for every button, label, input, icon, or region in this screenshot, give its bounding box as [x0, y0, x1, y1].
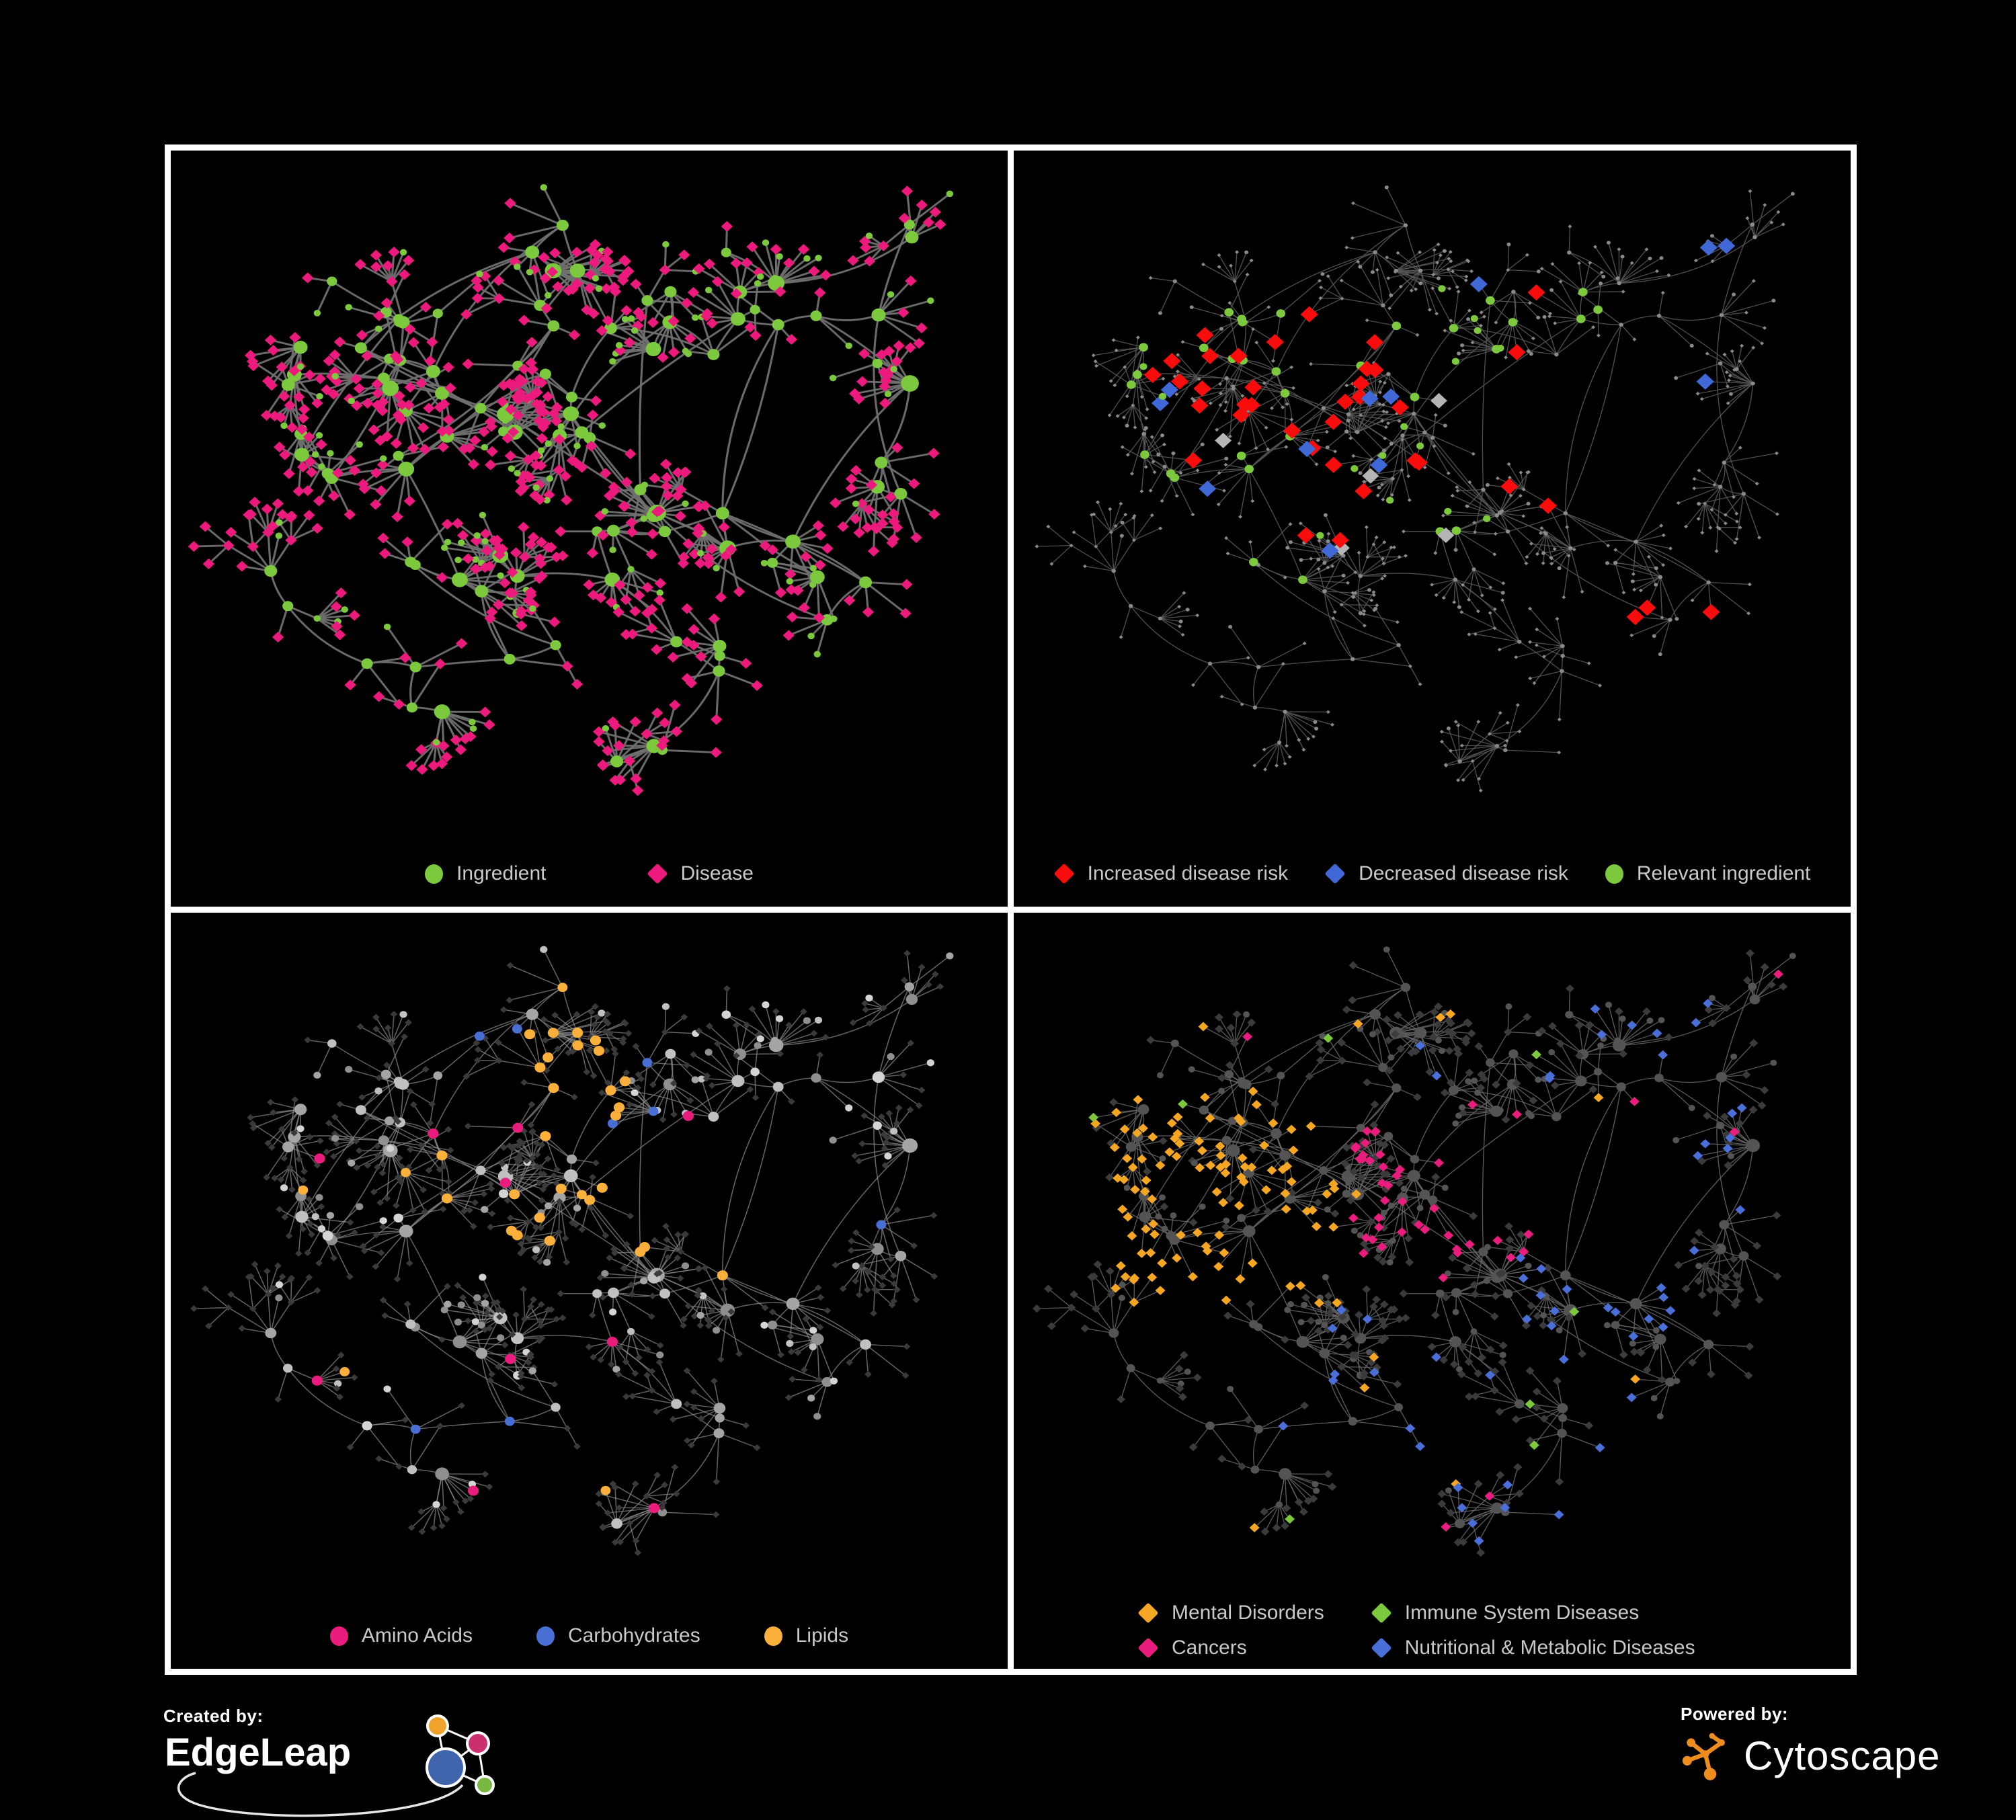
network-canvas — [171, 913, 1008, 1594]
legend-item: Immune System Diseases — [1371, 1602, 1695, 1624]
network-canvas — [1014, 151, 1851, 831]
legend-item: Relevant ingredient — [1605, 862, 1811, 885]
legend: Amino Acids Carbohydrates Lipids — [171, 1624, 1008, 1647]
legend-item: Disease — [647, 862, 754, 885]
panel-ingredient-disease-network: Ingredient Disease — [165, 144, 1014, 913]
panel-macronutrient-network: Amino Acids Carbohydrates Lipids — [165, 907, 1014, 1675]
legend-label: Lipids — [796, 1624, 848, 1647]
legend-label: Increased disease risk — [1088, 862, 1288, 885]
edgeleap-credit: Created by: EdgeLeap — [163, 1706, 526, 1820]
legend-label: Disease — [681, 862, 754, 885]
legend-swatch-circle — [1605, 864, 1623, 884]
legend-swatch-circle — [425, 864, 443, 884]
legend-label: Ingredient — [456, 862, 546, 885]
legend-swatch-diamond — [647, 863, 668, 884]
powered-by-label: Powered by: — [1681, 1704, 1990, 1725]
legend-swatch-diamond — [1053, 863, 1074, 884]
legend-item: Nutritional & Metabolic Diseases — [1371, 1637, 1695, 1659]
legend-item: Ingredient — [425, 862, 546, 885]
legend-item: Carbohydrates — [536, 1624, 700, 1647]
legend-swatch-diamond — [1371, 1602, 1392, 1623]
network-canvas — [171, 151, 1008, 831]
legend-swatch-diamond — [1325, 863, 1346, 884]
network-canvas — [1014, 913, 1851, 1594]
legend-swatch-diamond — [1371, 1637, 1392, 1658]
legend-item: Mental Disorders — [1138, 1602, 1324, 1624]
legend-swatch-diamond — [1137, 1602, 1158, 1623]
legend-item: Amino Acids — [330, 1624, 473, 1647]
legend-label: Mental Disorders — [1172, 1602, 1324, 1624]
legend: Increased disease risk Decreased disease … — [1014, 862, 1851, 885]
panel-disease-category-network: Mental Disorders Immune System Diseases Ca… — [1008, 907, 1857, 1675]
legend-item: Decreased disease risk — [1325, 862, 1568, 885]
legend-label: Decreased disease risk — [1359, 862, 1568, 885]
legend-item: Lipids — [764, 1624, 848, 1647]
edgeleap-logo-text: EdgeLeap — [165, 1730, 351, 1775]
legend-swatch-circle — [764, 1626, 782, 1646]
legend-label: Carbohydrates — [568, 1624, 700, 1647]
cytoscape-logo-text: Cytoscape — [1744, 1733, 1940, 1779]
legend: Mental Disorders Immune System Diseases Ca… — [1014, 1602, 1851, 1659]
cytoscape-logo-icon — [1681, 1729, 1733, 1782]
legend-swatch-diamond — [1137, 1637, 1158, 1658]
legend-label: Immune System Diseases — [1405, 1602, 1639, 1624]
legend-swatch-circle — [330, 1626, 348, 1646]
legend-label: Relevant ingredient — [1637, 862, 1811, 885]
cytoscape-credit: Powered by: Cytoscape — [1681, 1704, 1990, 1818]
legend-label: Cancers — [1172, 1637, 1247, 1659]
legend-swatch-circle — [536, 1626, 555, 1646]
legend-label: Nutritional & Metabolic Diseases — [1405, 1637, 1695, 1659]
legend-item: Increased disease risk — [1054, 862, 1288, 885]
legend-item: Cancers — [1138, 1637, 1324, 1659]
legend-label: Amino Acids — [362, 1624, 473, 1647]
created-by-label: Created by: — [163, 1706, 526, 1727]
legend: Ingredient Disease — [171, 862, 1008, 885]
panel-disease-risk-network: Increased disease risk Decreased disease … — [1008, 144, 1857, 913]
